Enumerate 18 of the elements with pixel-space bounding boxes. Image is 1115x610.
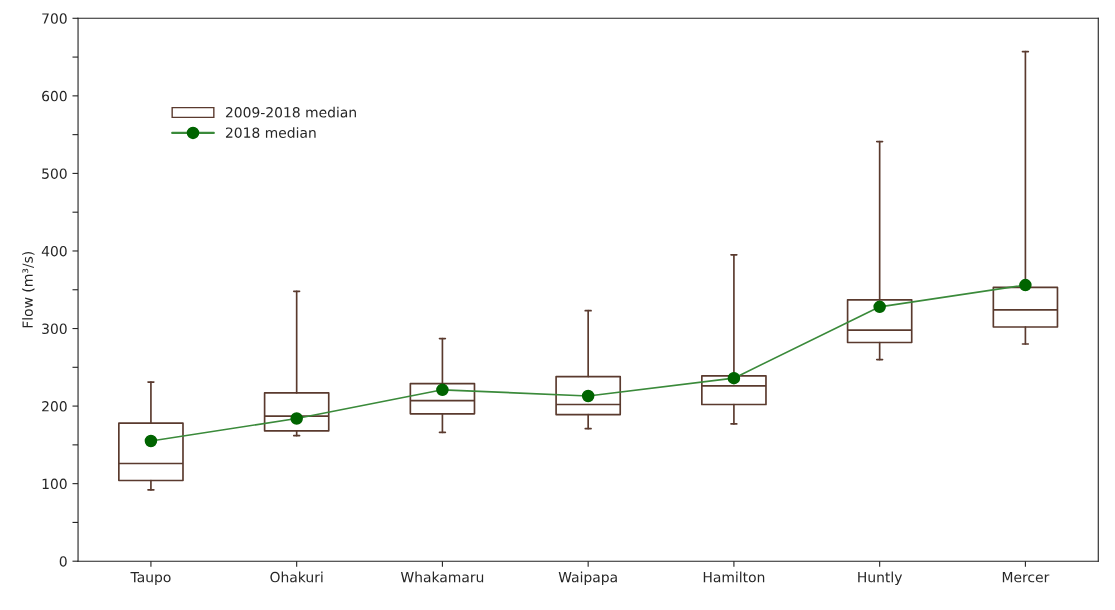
legend-label: 2018 median <box>225 127 316 138</box>
x-tick-label: Mercer <box>1002 572 1050 583</box>
y-tick-label: 400 <box>41 245 67 257</box>
y-tick-label: 100 <box>42 478 67 490</box>
x-tick-label: Huntly <box>858 571 903 586</box>
legend-label: 2009-2018 median <box>225 106 356 118</box>
x-tick-label: Hamilton <box>703 571 765 583</box>
y-tick-label: 500 <box>42 168 67 179</box>
y-tick-label: 0 <box>59 556 67 567</box>
y-tick-label: 300 <box>42 323 67 334</box>
x-tick-label: Whakamaru <box>400 571 484 583</box>
x-tick-label: Taupo <box>130 572 171 586</box>
x-tick-label: Ohakuri <box>270 571 323 583</box>
y-tick-label: 200 <box>42 401 67 412</box>
x-tick-label: Waipapa <box>558 571 617 586</box>
y-axis-title: Flow (m³/s) <box>22 251 35 328</box>
y-tick-label: 600 <box>42 90 67 102</box>
y-tick-label: 700 <box>42 13 67 24</box>
